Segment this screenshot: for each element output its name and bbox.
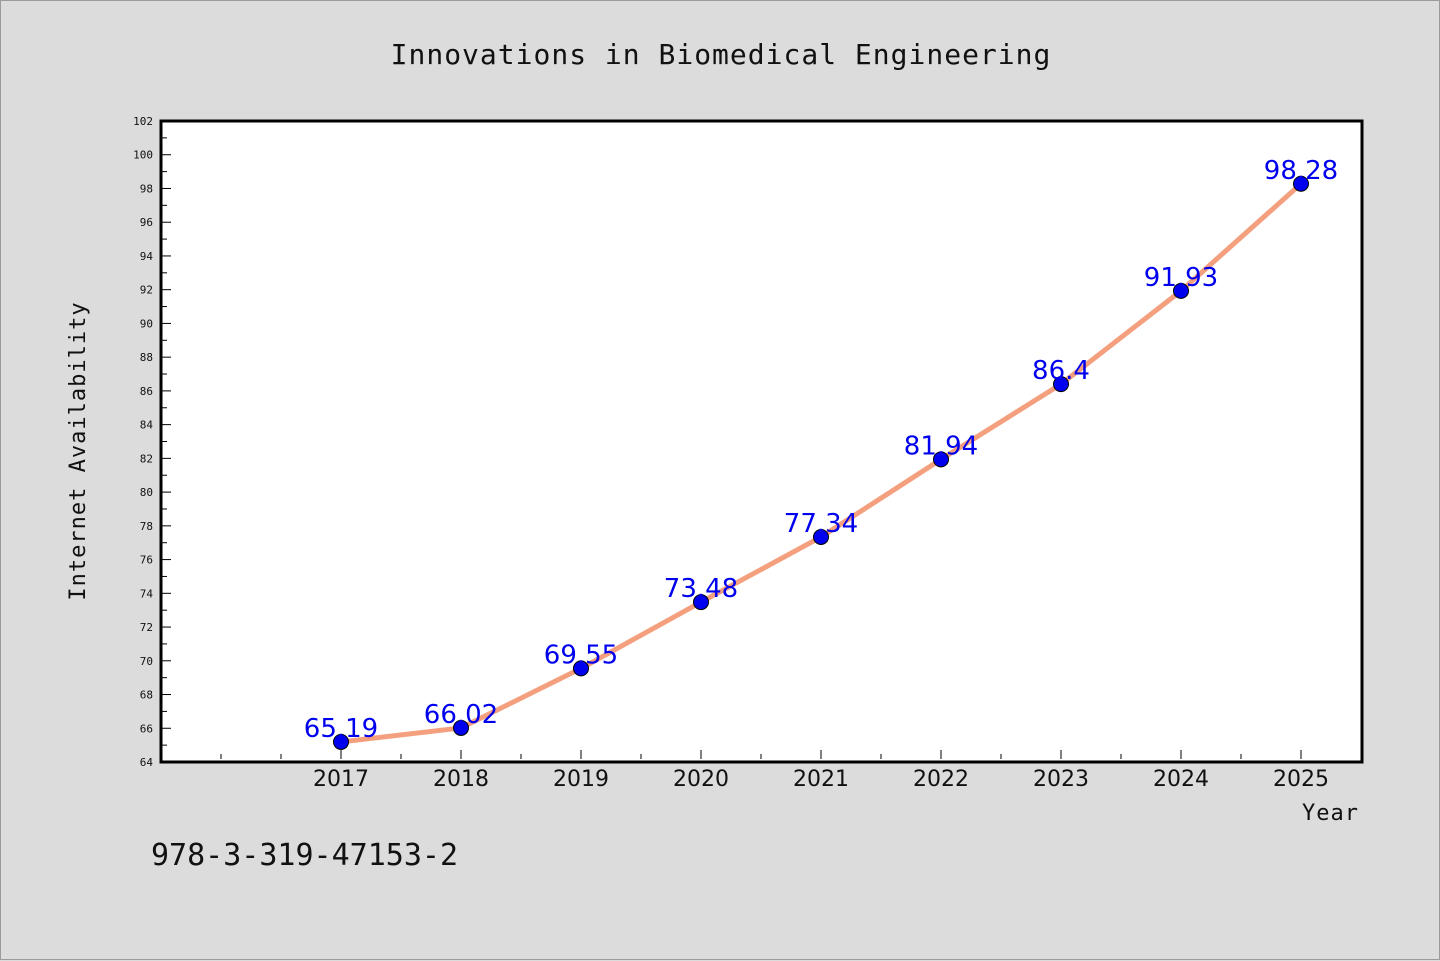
data-point[interactable] [1293,175,1309,192]
y-tick-label: 66 [140,722,153,735]
y-tick-label: 102 [133,115,153,128]
data-label: 65.19 [304,714,378,744]
y-axis: 64 66 68 70 72 74 76 78 80 82 84 86 88 90 92 94 96 98 100 1… [133,115,171,769]
x-axis-label: Year [1302,801,1359,826]
x-tick-label: 2018 [433,767,489,792]
y-tick-label: 68 [140,689,153,702]
y-tick-label: 64 [140,756,154,769]
y-tick-label: 82 [140,452,153,465]
y-tick-label: 98 [140,182,153,195]
y-tick-label: 80 [140,486,153,499]
data-label: 91.93 [1144,263,1218,293]
x-tick-label: 2023 [1033,767,1089,792]
isbn-code: 978-3-319-47153-2 [151,838,458,873]
chart-title: Innovations in Biomedical Engineering [391,38,1052,71]
y-tick-label: 70 [140,655,153,668]
y-tick-label: 76 [140,554,153,567]
data-point[interactable] [693,594,709,611]
data-point[interactable] [573,660,589,677]
y-tick-label: 96 [140,216,153,229]
y-tick-label: 84 [140,419,154,432]
x-tick-label: 2017 [313,767,369,792]
y-tick-label: 90 [140,317,153,330]
data-label: 81.94 [904,431,978,461]
x-axis: 2017 2018 2019 2020 2021 2022 2023 2024 2025 [220,750,1329,792]
data-point[interactable] [1173,282,1189,299]
y-tick-label: 72 [140,621,153,634]
x-tick-label: 2021 [793,767,849,792]
plot-area [159,119,1364,764]
x-tick-label: 2024 [1153,767,1209,792]
x-tick-label: 2022 [913,767,969,792]
data-point[interactable] [813,528,829,545]
series-1: 65.19 66.02 69.55 73.48 77.34 81.94 86.4 91.93 9… [304,156,1338,750]
data-label: 77.34 [784,509,858,539]
data-point[interactable] [453,719,469,736]
x-tick-label: 2020 [673,767,729,792]
data-point[interactable] [933,451,949,468]
data-label: 98.28 [1264,156,1338,186]
y-tick-label: 92 [140,284,153,297]
y-tick-label: 100 [133,149,153,162]
x-tick-label: 2019 [553,767,609,792]
y-tick-label: 78 [140,520,153,533]
data-label: 69.55 [544,640,618,670]
data-label: 66.02 [424,700,498,730]
x-tick-label: 2025 [1273,767,1329,792]
y-tick-label: 88 [140,351,153,364]
data-label: 73.48 [664,574,738,604]
data-point[interactable] [1053,376,1069,393]
y-axis-label: Internet Availability [66,301,91,600]
data-label: 86.4 [1032,356,1090,386]
y-tick-label: 86 [140,385,153,398]
y-tick-label: 74 [140,587,154,600]
y-tick-label: 94 [140,250,154,263]
data-point[interactable] [333,733,349,750]
